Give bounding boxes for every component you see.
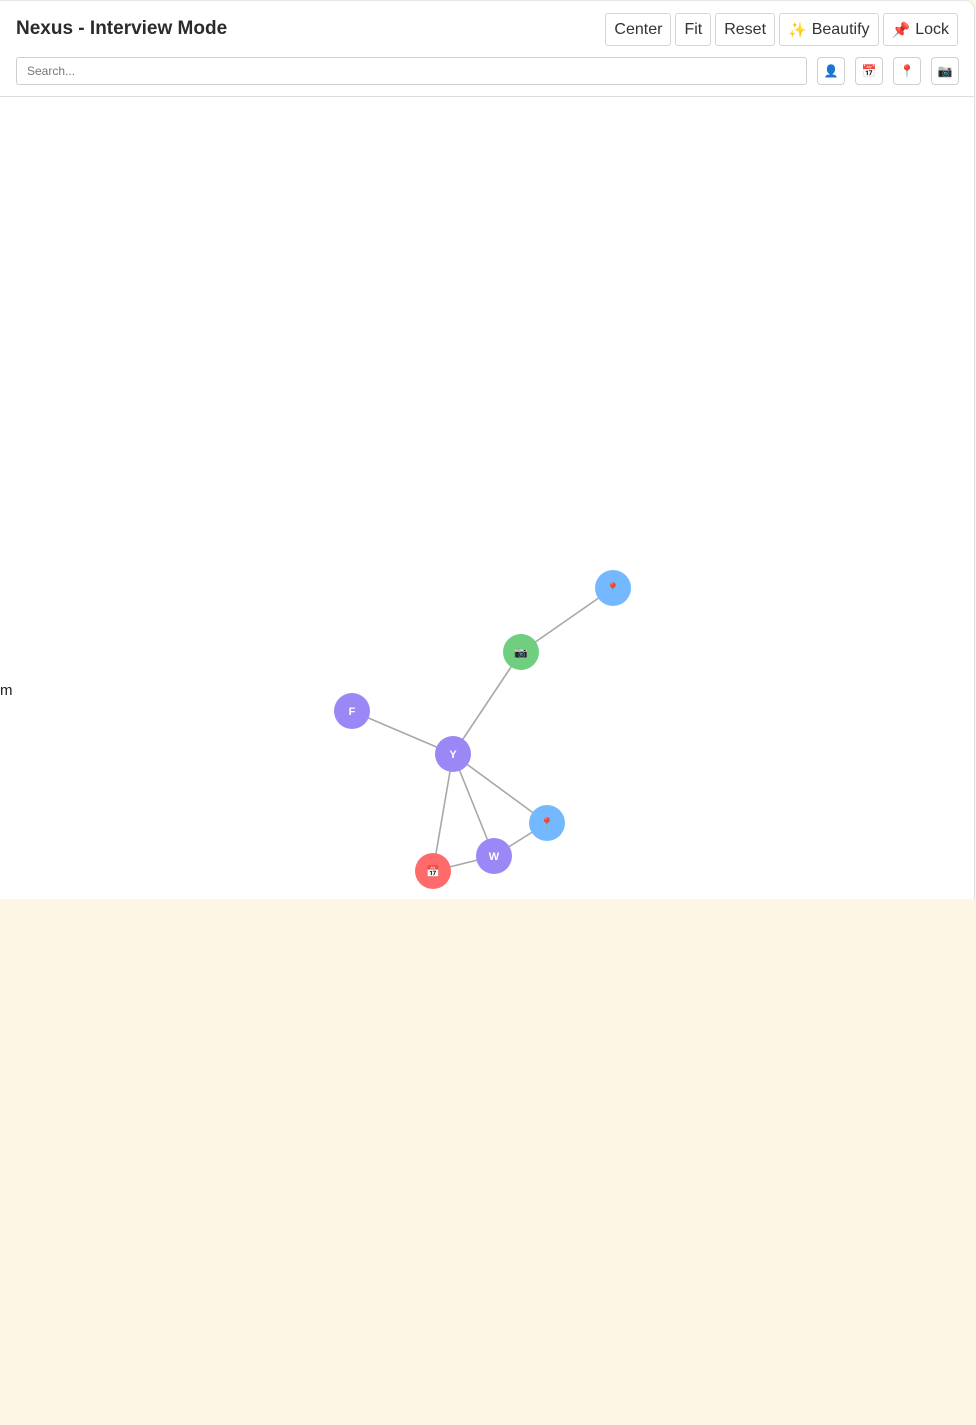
graph-svg: 📍 📷 F Y 📍 W 📅 (334, 570, 631, 889)
graph-node-F[interactable]: F (334, 693, 370, 729)
location-node-icon: 📍 (606, 582, 620, 595)
person-node-circle[interactable] (334, 693, 370, 729)
fit-button[interactable]: Fit (675, 13, 712, 46)
calendar-filter-button[interactable]: 📅 (855, 57, 883, 85)
location-pin-icon: 📍 (899, 64, 915, 78)
graph-node-loc1[interactable]: 📍 (595, 570, 631, 606)
graph-edge-Y-W (452, 753, 495, 857)
camera-icon: 📷 (937, 64, 953, 78)
node-label: Y (449, 749, 457, 761)
graph-app-window: Nexus - Interview Mode Center Fit Reset … (0, 0, 975, 899)
location-node-circle[interactable] (529, 805, 565, 841)
pushpin-icon: 📌 (891, 21, 911, 39)
location-filter-button[interactable]: 📍 (893, 57, 921, 85)
lock-button[interactable]: 📌 Lock (882, 13, 958, 46)
media-node-icon: 📷 (514, 647, 528, 659)
center-button-label: Center (614, 20, 663, 38)
header: Nexus - Interview Mode Center Fit Reset … (0, 1, 974, 97)
camera-filter-button[interactable]: 📷 (931, 57, 959, 85)
person-icon: 👤 (823, 64, 839, 78)
fit-button-label: Fit (684, 20, 703, 38)
center-button[interactable]: Center (605, 13, 672, 46)
sparkles-icon: ✨ (788, 21, 807, 39)
graph-canvas[interactable]: 📍 📷 F Y 📍 W 📅 (0, 97, 974, 899)
person-filter-button[interactable]: 👤 (817, 57, 845, 85)
person-node-circle[interactable] (435, 736, 471, 772)
location-node-icon: 📍 (540, 817, 554, 830)
event-node-circle[interactable] (415, 853, 451, 889)
graph-edge-Y-evt (432, 753, 454, 872)
edges-layer (351, 587, 614, 872)
type-filter-bar: 👤 📅 📍 📷 (817, 57, 959, 85)
node-label: W (489, 851, 500, 863)
beautify-button-label: Beautify (811, 20, 870, 38)
toolbar: Center Fit Reset ✨ Beautify 📌 Lock (605, 13, 958, 46)
person-node-circle[interactable] (476, 838, 512, 874)
node-label: F (349, 706, 356, 718)
lock-button-label: Lock (915, 20, 949, 38)
media-node-circle[interactable] (503, 634, 539, 670)
graph-node-loc2[interactable]: 📍 (529, 805, 565, 841)
calendar-icon: 📅 (861, 64, 877, 78)
reset-button-label: Reset (724, 20, 767, 38)
reset-button[interactable]: Reset (715, 13, 776, 46)
stray-text: m (0, 682, 13, 699)
graph-node-cam[interactable]: 📷 (503, 634, 539, 670)
event-node-icon: 📅 (426, 865, 440, 878)
nodes-layer: 📍 📷 F Y 📍 W 📅 (334, 570, 631, 889)
graph-edge-loc1-cam (520, 587, 614, 653)
graph-node-Y[interactable]: Y (435, 736, 471, 772)
beautify-button[interactable]: ✨ Beautify (779, 13, 879, 46)
search-input[interactable] (16, 57, 807, 85)
graph-node-evt[interactable]: 📅 (415, 853, 451, 889)
location-node-circle[interactable] (595, 570, 631, 606)
page-title: Nexus - Interview Mode (16, 18, 228, 39)
graph-edge-Y-loc2 (452, 753, 548, 824)
graph-node-W[interactable]: W (476, 838, 512, 874)
graph-edge-cam-Y (452, 651, 522, 755)
graph-edge-F-Y (351, 710, 454, 755)
